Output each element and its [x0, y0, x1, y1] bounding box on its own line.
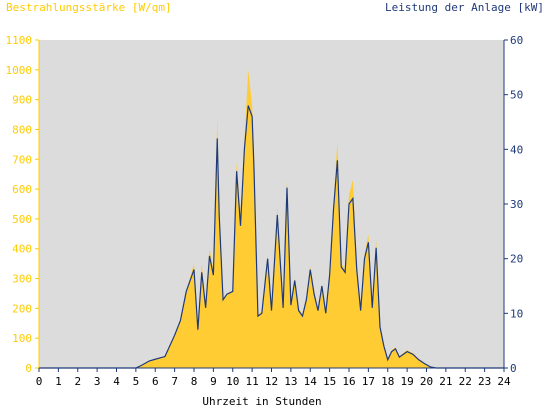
left-axis-title: Bestrahlungsstärke [W/qm]	[6, 1, 172, 14]
x-tick-label: 3	[94, 375, 101, 388]
x-tick-label: 7	[171, 375, 178, 388]
right-tick-label: 60	[510, 34, 523, 47]
left-tick-label: 1000	[6, 64, 33, 77]
ticks-layer: 0100200300400500600700800900100011000102…	[6, 34, 524, 388]
x-tick-label: 13	[284, 375, 297, 388]
x-tick-label: 20	[420, 375, 433, 388]
x-tick-label: 15	[323, 375, 336, 388]
x-tick-label: 5	[133, 375, 140, 388]
left-tick-label: 200	[12, 302, 32, 315]
series-line-power	[39, 105, 504, 369]
x-tick-label: 18	[381, 375, 394, 388]
right-tick-label: 50	[510, 89, 523, 102]
x-tick-label: 6	[152, 375, 159, 388]
x-tick-label: 16	[342, 375, 355, 388]
x-tick-label: 11	[246, 375, 259, 388]
x-tick-label: 4	[113, 375, 120, 388]
x-tick-label: 24	[497, 375, 511, 388]
x-tick-label: 21	[439, 375, 452, 388]
left-tick-label: 300	[12, 273, 32, 286]
x-tick-label: 22	[459, 375, 472, 388]
right-tick-label: 30	[510, 198, 523, 211]
left-tick-label: 1100	[6, 34, 33, 47]
x-tick-label: 19	[401, 375, 414, 388]
series-layer	[39, 69, 504, 369]
x-tick-label: 10	[226, 375, 239, 388]
x-tick-label: 2	[74, 375, 81, 388]
left-tick-label: 600	[12, 183, 32, 196]
left-tick-label: 800	[12, 123, 32, 136]
x-axis-label: Uhrzeit in Stunden	[202, 395, 321, 408]
left-tick-label: 0	[25, 362, 32, 375]
right-tick-label: 0	[510, 362, 517, 375]
x-tick-label: 8	[191, 375, 198, 388]
x-tick-label: 23	[478, 375, 491, 388]
x-tick-label: 1	[55, 375, 62, 388]
right-tick-label: 10	[510, 307, 523, 320]
x-tick-label: 17	[362, 375, 375, 388]
x-tick-label: 12	[265, 375, 278, 388]
left-tick-label: 500	[12, 213, 32, 226]
left-tick-label: 700	[12, 153, 32, 166]
left-tick-label: 400	[12, 243, 32, 256]
left-tick-label: 900	[12, 94, 32, 107]
left-tick-label: 100	[12, 332, 32, 345]
right-axis-title: Leistung der Anlage [kW]	[385, 1, 544, 14]
right-tick-label: 20	[510, 253, 523, 266]
x-tick-label: 0	[36, 375, 43, 388]
x-tick-label: 9	[210, 375, 217, 388]
right-tick-label: 40	[510, 143, 523, 156]
x-tick-label: 14	[304, 375, 318, 388]
